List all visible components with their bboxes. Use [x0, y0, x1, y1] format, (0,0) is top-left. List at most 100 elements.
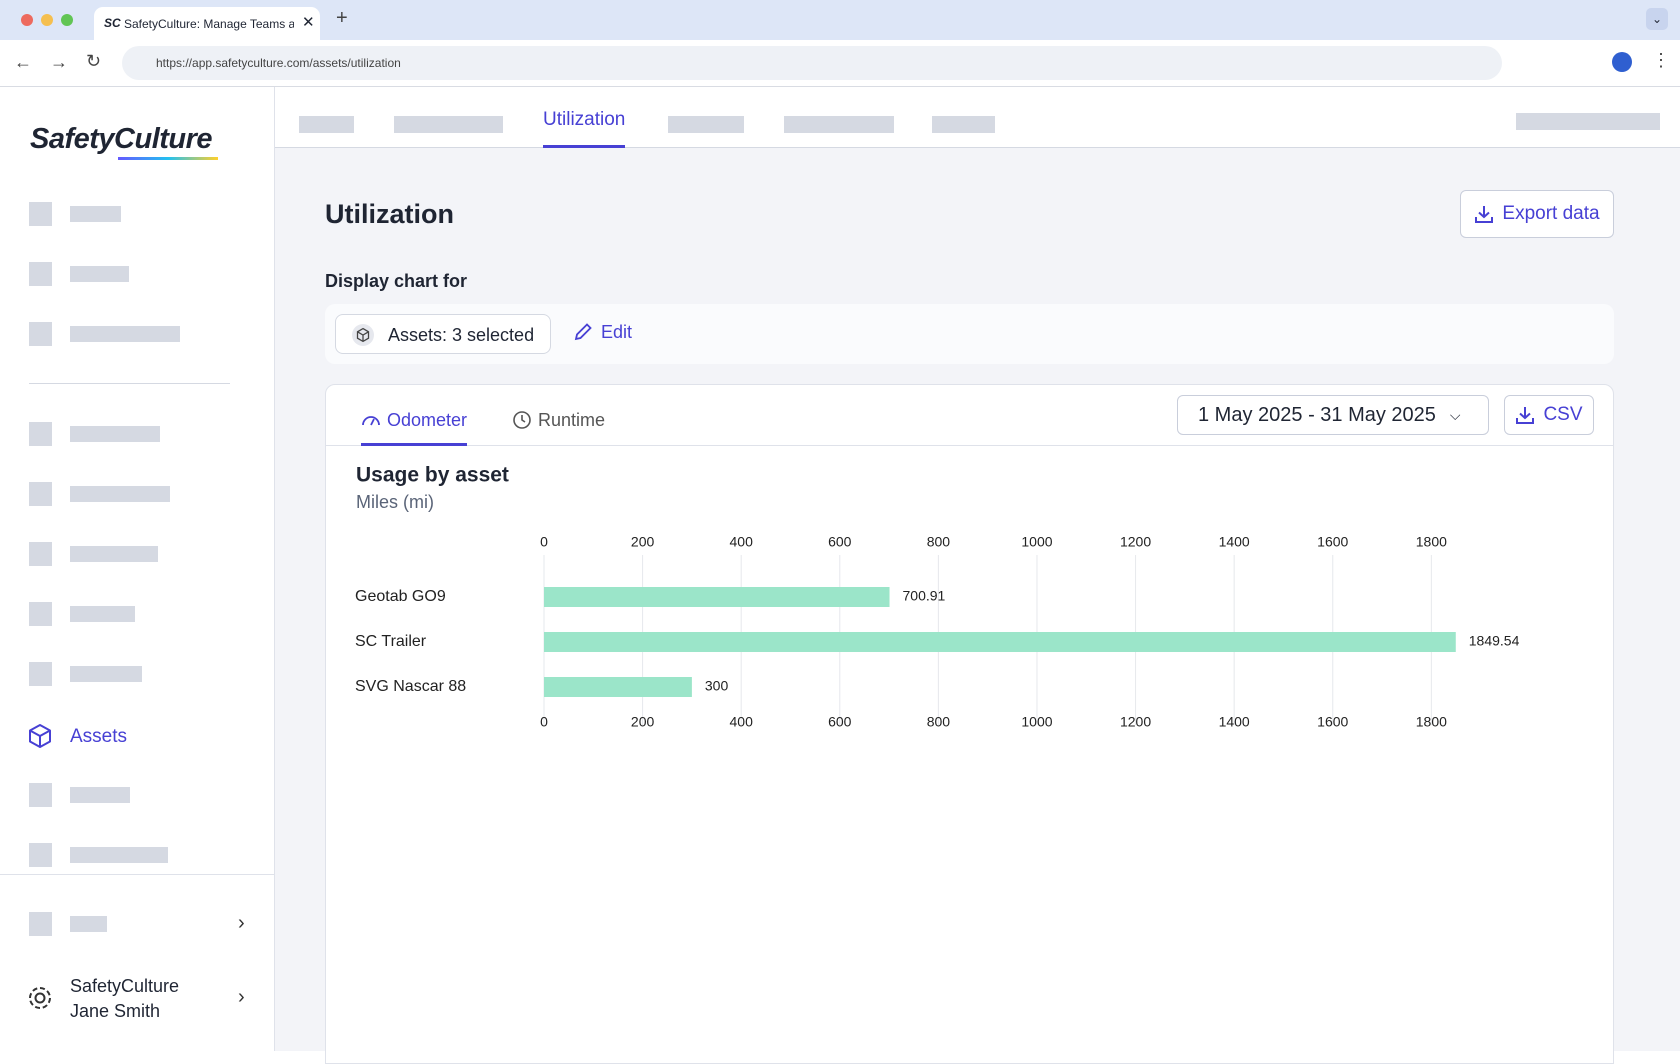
filter-label: Assets: 3 selected	[388, 325, 535, 345]
nav-assets[interactable]: Assets	[28, 721, 258, 751]
x-tick-label: 200	[631, 714, 655, 730]
y-tick-label: SVG Nascar 88	[355, 678, 466, 695]
placeholder	[394, 116, 503, 133]
placeholder	[29, 843, 52, 867]
x-tick-label: 0	[540, 534, 548, 550]
placeholder	[70, 486, 170, 502]
filter-panel: Assets: 3 selected Edit	[325, 304, 1614, 364]
profile-icon[interactable]	[1612, 52, 1632, 72]
x-tick-label: 1800	[1416, 534, 1447, 550]
x-tick-label: 1200	[1120, 534, 1151, 550]
tab-runtime[interactable]: Runtime	[512, 410, 605, 431]
main: Utilization Utilization Export data Disp…	[275, 87, 1680, 1064]
export-button[interactable]: Export data	[1460, 190, 1614, 238]
browser-menu[interactable]: ⋮	[1652, 50, 1670, 70]
placeholder	[29, 322, 52, 346]
settings-icon	[29, 987, 51, 1009]
date-range: 1 May 2025 - 31 May 2025	[1198, 403, 1436, 426]
assets-filter[interactable]: Assets: 3 selected	[335, 314, 551, 354]
back-button[interactable]: ←	[14, 52, 32, 72]
x-tick-label: 400	[730, 534, 754, 550]
tab-utilization[interactable]: Utilization	[543, 109, 626, 148]
tab-odometer[interactable]: Odometer	[361, 410, 468, 446]
y-tick-label: Geotab GO9	[355, 588, 446, 605]
user-name: Jane Smith	[70, 1001, 161, 1021]
new-tab[interactable]: +	[336, 7, 348, 29]
x-tick-label: 1400	[1219, 534, 1250, 550]
x-tick-label: 0	[540, 714, 548, 730]
divider	[29, 383, 230, 384]
x-tick-label: 1600	[1317, 534, 1348, 550]
browser-tab-bar: SC SafetyCulture: Manage Teams and... ✕ …	[0, 0, 1680, 40]
browser-tab[interactable]: SC SafetyCulture: Manage Teams and... ✕	[94, 7, 320, 40]
placeholder	[70, 206, 121, 222]
bar	[544, 677, 692, 697]
clock-icon	[513, 411, 531, 429]
x-tick-label: 600	[828, 714, 852, 730]
logo-underline	[118, 157, 218, 160]
chart-title: Usage by asset	[356, 464, 509, 487]
placeholder	[29, 912, 52, 936]
tab-menu[interactable]: ⌄	[1646, 8, 1668, 30]
gauge-icon	[362, 416, 380, 426]
org-name: SafetyCulture	[70, 976, 180, 996]
placeholder	[784, 116, 894, 133]
csv-button[interactable]: CSV	[1504, 395, 1594, 435]
favicon: SC	[104, 16, 121, 30]
tab-close[interactable]: ✕	[302, 14, 315, 31]
assets-icon	[29, 724, 51, 748]
tab-label: Runtime	[538, 410, 606, 430]
placeholder	[70, 266, 129, 282]
placeholder	[70, 916, 107, 932]
page-title: Utilization	[325, 199, 454, 229]
assets-icon	[352, 324, 374, 346]
url: https://app.safetyculture.com/assets/uti…	[156, 56, 401, 70]
address-bar: ← → ↻ https://app.safetyculture.com/asse…	[0, 40, 1680, 87]
bar	[544, 632, 1456, 652]
value-label: 300	[705, 678, 729, 694]
x-tick-label: 1000	[1021, 714, 1052, 730]
button-label: Edit	[601, 322, 633, 342]
display-label: Display chart for	[325, 271, 468, 291]
x-tick-label: 600	[828, 534, 852, 550]
chevron: ›	[238, 986, 245, 1008]
date-dropdown[interactable]: 1 May 2025 - 31 May 2025 ⌵	[1177, 395, 1489, 435]
button-label: Export data	[1502, 203, 1600, 224]
url-field[interactable]: https://app.safetyculture.com/assets/uti…	[122, 46, 1502, 80]
chevron[interactable]: ›	[238, 912, 245, 934]
logo[interactable]: SafetyCulture	[30, 123, 213, 155]
x-tick-label: 800	[927, 714, 951, 730]
placeholder	[29, 662, 52, 686]
value-label: 1849.54	[1469, 633, 1520, 649]
x-tick-label: 1600	[1317, 714, 1348, 730]
forward-button[interactable]: →	[50, 52, 68, 72]
chevron: ⌵	[1449, 406, 1461, 423]
placeholder	[70, 847, 168, 863]
placeholder	[29, 602, 52, 626]
placeholder	[70, 787, 130, 803]
x-tick-label: 1200	[1120, 714, 1151, 730]
y-tick-label: SC Trailer	[355, 633, 427, 650]
placeholder	[299, 116, 354, 133]
top-tabs: Utilization	[275, 87, 1680, 148]
x-tick-label: 1000	[1021, 534, 1052, 550]
placeholder	[1516, 113, 1660, 130]
chart-card: Odometer Runtime 1 May 2025 - 31 May 202…	[325, 384, 1614, 1064]
reload-button[interactable]: ↻	[86, 51, 102, 71]
x-tick-label: 800	[927, 534, 951, 550]
x-tick-label: 400	[730, 714, 754, 730]
placeholder	[70, 546, 158, 562]
pencil-icon	[574, 323, 592, 341]
divider	[326, 445, 1613, 446]
window-controls[interactable]	[18, 13, 78, 27]
edit-button[interactable]: Edit	[573, 322, 632, 343]
placeholder	[932, 116, 995, 133]
tab-label: Odometer	[387, 410, 468, 430]
placeholder	[29, 783, 52, 807]
chart-subtitle: Miles (mi)	[356, 492, 434, 512]
user-menu[interactable]: SafetyCulture Jane Smith ›	[26, 972, 276, 1032]
placeholder	[29, 202, 52, 226]
placeholder	[29, 262, 52, 286]
placeholder	[70, 326, 180, 342]
